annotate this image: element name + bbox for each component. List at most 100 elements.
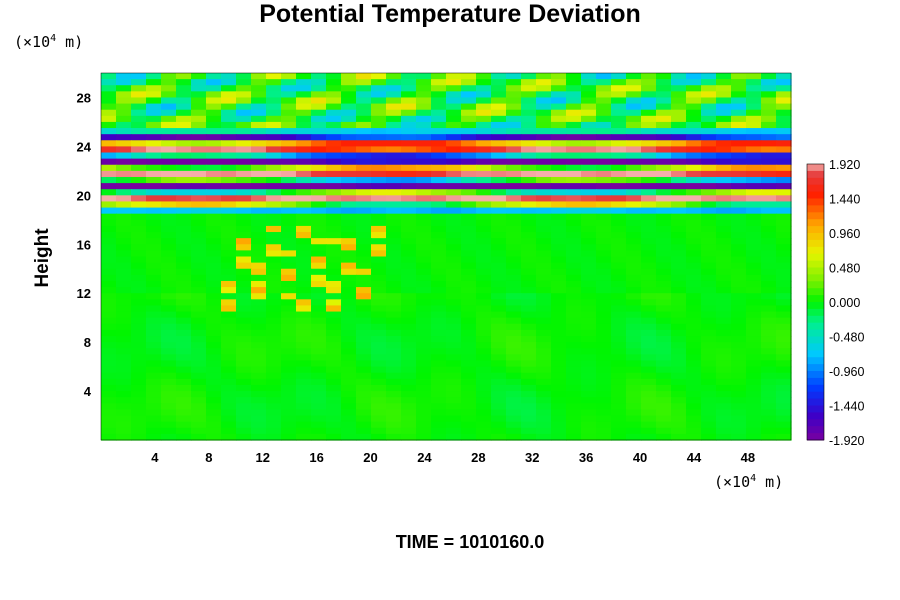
heatmap-cell	[611, 183, 627, 190]
heatmap-cell	[776, 219, 792, 227]
heatmap-cell	[521, 201, 537, 209]
heatmap-cell	[146, 250, 162, 258]
heatmap-cell	[641, 115, 657, 123]
heatmap-cell	[761, 262, 777, 270]
heatmap-cell	[566, 323, 582, 331]
heatmap-cell	[491, 403, 507, 411]
heatmap-cell	[446, 305, 462, 313]
heatmap-cell	[116, 268, 132, 276]
colorbar-band	[807, 343, 824, 351]
heatmap-cell	[356, 219, 372, 227]
heatmap-cell	[236, 146, 252, 154]
heatmap-cell	[701, 79, 717, 86]
heatmap-cell	[341, 427, 357, 435]
heatmap-cell	[716, 183, 732, 190]
heatmap-cell	[431, 244, 447, 251]
heatmap-cell	[566, 176, 582, 184]
heatmap-cell	[146, 360, 162, 368]
heatmap-cell	[206, 85, 222, 92]
heatmap-cell	[506, 366, 522, 374]
heatmap-cell	[701, 238, 717, 245]
heatmap-cell	[221, 195, 237, 203]
heatmap-cell	[581, 274, 597, 282]
heatmap-cell	[491, 219, 507, 227]
heatmap-cell	[476, 280, 492, 288]
heatmap-cell	[566, 293, 582, 300]
heatmap-cell	[371, 146, 387, 154]
heatmap-cell	[521, 287, 537, 294]
heatmap-cell	[206, 305, 222, 313]
heatmap-cell	[266, 366, 282, 374]
heatmap-cell	[431, 342, 447, 349]
heatmap-cell	[596, 391, 612, 398]
heatmap-cell	[776, 85, 792, 92]
heatmap-cell	[326, 366, 342, 374]
heatmap-cell	[431, 207, 447, 215]
heatmap-cell	[611, 427, 627, 435]
heatmap-cell	[206, 158, 222, 166]
heatmap-cell	[731, 336, 747, 343]
heatmap-cell	[176, 360, 192, 368]
heatmap-cell	[611, 140, 627, 147]
heatmap-cell	[311, 164, 327, 172]
heatmap-cell	[371, 134, 387, 141]
heatmap-cell	[281, 415, 297, 423]
heatmap-cell	[581, 201, 597, 209]
heatmap-cell	[416, 391, 432, 398]
heatmap-cell	[521, 183, 537, 190]
heatmap-cell	[461, 421, 477, 429]
heatmap-cell	[506, 433, 522, 441]
heatmap-cell	[641, 158, 657, 166]
heatmap-cell	[641, 311, 657, 319]
heatmap-cell	[296, 189, 312, 196]
heatmap-cell	[401, 109, 417, 117]
heatmap-cell	[506, 146, 522, 154]
heatmap-cell	[776, 280, 792, 288]
heatmap-cell	[341, 311, 357, 319]
heatmap-cell	[746, 421, 762, 429]
heatmap-cell	[746, 109, 762, 117]
heatmap-cell	[116, 287, 132, 294]
heatmap-cell	[116, 348, 132, 355]
heatmap-cell	[641, 342, 657, 349]
heatmap-cell	[281, 274, 297, 282]
heatmap-cell	[326, 329, 342, 337]
heatmap-cell	[641, 378, 657, 386]
heatmap-cell	[461, 293, 477, 300]
heatmap-cell	[671, 348, 687, 355]
heatmap-cell	[656, 403, 672, 411]
heatmap-cell	[161, 152, 177, 160]
heatmap-cell	[221, 262, 237, 270]
heatmap-cell	[656, 372, 672, 380]
heatmap-cell	[341, 121, 357, 129]
heatmap-cell	[536, 91, 552, 99]
heatmap-cell	[101, 195, 117, 203]
heatmap-cell	[461, 354, 477, 362]
heatmap-cell	[731, 158, 747, 166]
heatmap-cell	[581, 378, 597, 386]
heatmap-cell	[746, 287, 762, 294]
heatmap-cell	[476, 115, 492, 123]
heatmap-cell	[161, 85, 177, 92]
x-tick-label: 28	[471, 450, 485, 465]
heatmap-cell	[641, 427, 657, 435]
heatmap-cell	[776, 366, 792, 374]
heatmap-cell	[776, 323, 792, 331]
heatmap-cell	[461, 201, 477, 209]
heatmap-cell	[401, 354, 417, 362]
heatmap-cell	[176, 73, 192, 80]
heatmap-cell	[731, 287, 747, 294]
y-axis-unit: (×104 m)	[14, 33, 83, 51]
heatmap-cell	[101, 409, 117, 417]
heatmap-cell	[296, 201, 312, 209]
heatmap-cell	[641, 415, 657, 423]
heatmap-cell	[671, 293, 687, 300]
heatmap-cell	[626, 427, 642, 435]
heatmap-cell	[701, 164, 717, 172]
heatmap-cell	[221, 311, 237, 319]
heatmap-cell	[131, 268, 147, 276]
heatmap-cell	[566, 73, 582, 80]
heatmap-cell	[641, 274, 657, 282]
heatmap-cell	[566, 219, 582, 227]
heatmap-cell	[746, 360, 762, 368]
